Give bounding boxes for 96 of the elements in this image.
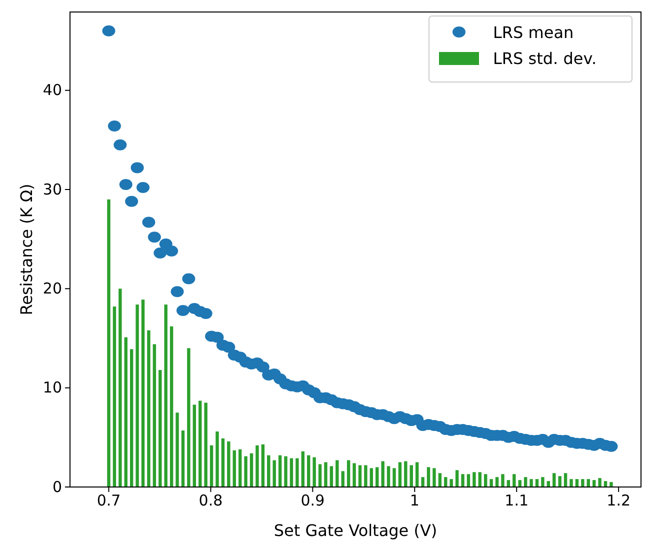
bar: [164, 304, 168, 487]
bar: [466, 474, 470, 487]
bar: [444, 477, 448, 487]
bar: [392, 468, 396, 487]
bar: [426, 467, 430, 487]
x-tick-label: 1.2: [606, 492, 630, 510]
bar: [415, 462, 419, 487]
bar: [290, 458, 294, 487]
bar: [227, 441, 230, 487]
bar: [346, 460, 350, 487]
bar: [221, 438, 225, 487]
x-tick-label: 1.1: [504, 492, 529, 510]
bar: [472, 472, 476, 487]
bar: [398, 462, 402, 487]
bar: [256, 445, 259, 487]
bar: [187, 348, 190, 487]
bar: [558, 476, 562, 487]
bar: [461, 474, 464, 487]
bar: [501, 474, 504, 487]
bar: [376, 467, 379, 487]
bar: [381, 461, 384, 487]
bar: [581, 479, 584, 487]
bar: [261, 444, 265, 487]
bar: [336, 460, 339, 487]
bar: [147, 330, 150, 487]
bar: [198, 400, 202, 487]
bar: [330, 466, 334, 487]
bar: [450, 479, 453, 487]
bar: [238, 449, 242, 487]
legend-label: LRS mean: [493, 23, 574, 42]
bar: [598, 478, 602, 487]
bar: [455, 470, 459, 487]
bar: [232, 450, 236, 487]
bar: [158, 370, 162, 487]
y-tick-label: 0: [52, 478, 62, 496]
bar: [410, 465, 413, 487]
bar: [136, 304, 139, 487]
x-tick-label: 0.9: [300, 492, 325, 510]
bar: [267, 455, 270, 487]
bar: [112, 306, 116, 487]
bar: [570, 479, 573, 487]
bar: [552, 473, 556, 487]
bar: [490, 479, 493, 487]
bar: [484, 474, 488, 487]
bar: [324, 462, 328, 487]
bar: [370, 468, 374, 487]
bar: [358, 465, 362, 487]
legend-label: LRS std. dev.: [493, 49, 597, 68]
bar: [130, 349, 134, 487]
bar: [404, 461, 408, 487]
bar: [512, 474, 516, 487]
y-axis-title: Resistance (K Ω): [17, 184, 36, 316]
bar: [244, 456, 248, 487]
bar: [341, 471, 344, 487]
bar: [216, 431, 219, 487]
bar: [495, 477, 499, 487]
bar: [278, 455, 282, 487]
y-tick-label: 10: [42, 378, 62, 397]
bar: [272, 460, 276, 487]
bar: [210, 445, 214, 487]
bar: [438, 473, 442, 487]
bar: [530, 479, 533, 487]
bar: [432, 468, 436, 487]
bar: [107, 199, 110, 487]
bar: [296, 458, 299, 487]
x-tick-label: 1: [410, 492, 420, 510]
bar: [170, 326, 174, 487]
bar: [141, 300, 145, 487]
y-tick-label: 30: [42, 180, 62, 198]
y-tick-label: 40: [42, 81, 62, 100]
bar: [318, 464, 322, 487]
bar: [386, 466, 390, 487]
bar: [352, 463, 356, 487]
bar: [118, 288, 122, 487]
bar: [284, 456, 288, 487]
bar: [204, 402, 208, 487]
bar: [312, 457, 316, 487]
bar: [124, 337, 128, 487]
bar: [192, 404, 196, 487]
bar: [176, 412, 179, 487]
bar: [301, 451, 304, 487]
x-tick-label: 0.7: [96, 492, 121, 510]
bar: [181, 430, 185, 487]
y-tick-label: 20: [42, 279, 62, 298]
bar: [524, 477, 528, 487]
bar: [250, 453, 254, 487]
bar: [306, 455, 310, 487]
bar: [478, 472, 482, 487]
bar: [364, 465, 368, 487]
bar: [564, 473, 568, 487]
bar: [541, 477, 544, 487]
bar: [421, 477, 424, 487]
bar: [152, 344, 156, 487]
x-tick-label: 0.8: [198, 492, 223, 510]
bar: [610, 482, 613, 487]
x-axis-title: Set Gate Voltage (V): [274, 521, 438, 540]
